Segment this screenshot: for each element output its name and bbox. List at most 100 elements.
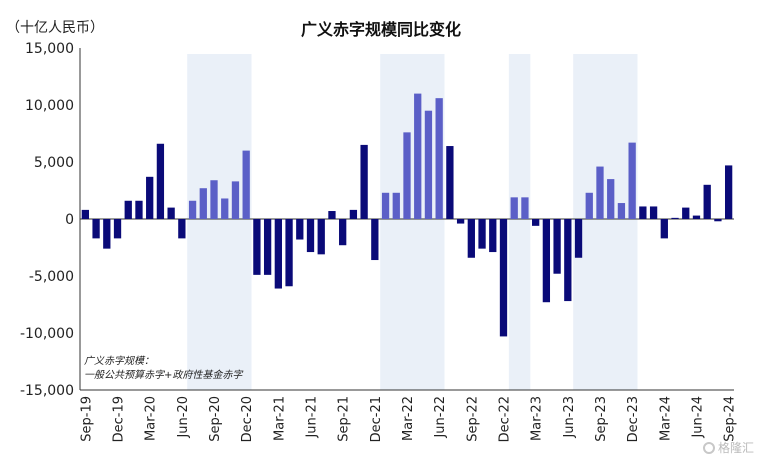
bar-May-23 [553,219,561,274]
y-tick-label: 10,000 [25,98,74,114]
bar-May-21 [296,219,304,240]
bar-Nov-19 [103,219,111,249]
bar-Dec-20 [242,150,250,219]
bar-Jan-24 [639,206,647,219]
bar-Jan-22 [381,192,390,219]
bar-Jul-21 [317,219,325,255]
chart-title: 广义赤字规模同比变化 [300,20,461,39]
x-tick-label: Dec-22 [497,396,512,442]
bar-Aug-20 [199,188,207,219]
note-line-1: 广义赤字规模： [84,356,154,367]
y-unit-label: （十亿人民币） [6,20,104,36]
bar-Mar-24 [660,219,668,239]
x-tick-label: Jun-20 [176,396,191,439]
bar-Jun-20 [178,219,186,239]
bar-May-24 [682,207,690,219]
bar-Nov-23 [617,203,626,219]
bar-Sep-23 [596,166,604,219]
bar-Dec-23 [628,142,636,219]
shaded-period-3 [573,54,638,390]
bar-Feb-23 [521,197,529,219]
bar-Nov-20 [231,181,240,219]
bar-Jul-22 [446,146,454,219]
shaded-periods [187,54,638,390]
bar-Oct-23 [607,179,615,219]
x-tick-label: Mar-20 [144,396,159,441]
x-tick-label: Sep-23 [594,396,609,442]
x-tick-label: Mar-22 [401,396,416,441]
bar-Apr-22 [414,93,422,219]
bar-Feb-21 [263,219,272,275]
x-tick-label: Dec-23 [626,396,641,442]
x-tick-label: Dec-20 [240,396,255,442]
bar-Jan-20 [124,200,132,219]
y-tick-label: -5,000 [29,269,74,285]
bar-Sep-24 [724,165,733,219]
shaded-period-0 [187,54,252,390]
bar-Mar-21 [274,219,282,289]
y-tick-label: -10,000 [20,326,74,342]
y-tick-label: 5,000 [34,155,74,171]
bar-Nov-21 [360,144,368,219]
globe-logo-icon [702,441,715,454]
x-tick-label: Dec-21 [369,396,384,442]
bar-Aug-21 [328,211,336,219]
bar-Jun-23 [564,219,572,302]
bar-May-22 [424,110,433,219]
bar-Oct-20 [221,198,229,219]
x-tick-label: Mar-23 [530,396,545,441]
bar-Oct-21 [349,209,358,219]
shaded-period-2 [508,54,531,390]
bar-Sep-21 [339,219,347,246]
bar-Jan-23 [510,197,518,219]
y-tick-label: 15,000 [25,41,74,57]
bar-Dec-19 [113,219,122,239]
x-tick-label: Sep-20 [208,396,223,442]
bar-Dec-21 [371,219,379,261]
bars [81,93,733,337]
bar-Jan-21 [253,219,261,275]
bar-Jun-22 [435,98,443,219]
note-line-2: 一般公共预算赤字+政府性基金赤字 [84,370,243,381]
bar-Oct-19 [92,219,100,239]
y-tick-labels: 15,000 10,000 5,000 0 -5,000 -10,000 -15,000 [20,41,74,399]
bar-Apr-23 [542,219,551,303]
bar-Mar-20 [146,176,154,219]
bar-Jul-24 [703,184,711,219]
x-tick-label: Sep-19 [79,396,94,442]
x-tick-label: Sep-21 [337,396,352,442]
bar-Feb-20 [135,200,143,219]
bar-Sep-19 [81,209,90,219]
bar-Oct-22 [478,219,486,249]
bar-Aug-24 [714,219,722,222]
watermark-text: 格隆汇 [717,441,754,455]
bar-Apr-21 [285,219,293,287]
bar-Apr-24 [671,217,679,219]
bar-Nov-22 [489,219,497,253]
x-tick-label: Mar-21 [272,396,287,441]
x-tick-label: Jun-22 [433,396,448,439]
shaded-period-1 [380,54,445,390]
bar-Apr-20 [156,143,165,219]
bar-Mar-22 [403,132,411,219]
x-tick-label: Jun-21 [305,396,320,439]
bar-Aug-22 [456,219,465,224]
x-tick-label: Jun-24 [690,396,705,439]
x-tick-label: Sep-24 [723,396,738,442]
bar-Jun-21 [306,219,315,253]
bar-Dec-22 [499,219,508,337]
x-tick-label: Sep-22 [465,396,480,442]
bar-Feb-22 [392,192,400,219]
bar-Sep-22 [467,219,475,258]
bar-Jun-24 [692,215,701,219]
y-tick-label: -15,000 [20,383,74,399]
bar-Jul-20 [188,200,197,219]
chart-note: 广义赤字规模： 一般公共预算赤字+政府性基金赤字 [84,355,242,383]
bar-Aug-23 [585,192,593,219]
x-tick-labels: Sep-19 Dec-19 Mar-20 Jun-20 Sep-20 Dec-20 Mar-… [79,396,737,442]
x-tick-label: Jun-23 [562,396,577,439]
bar-Mar-23 [532,219,540,226]
watermark: 格隆汇 [702,439,754,456]
y-tick-label: 0 [65,212,74,228]
